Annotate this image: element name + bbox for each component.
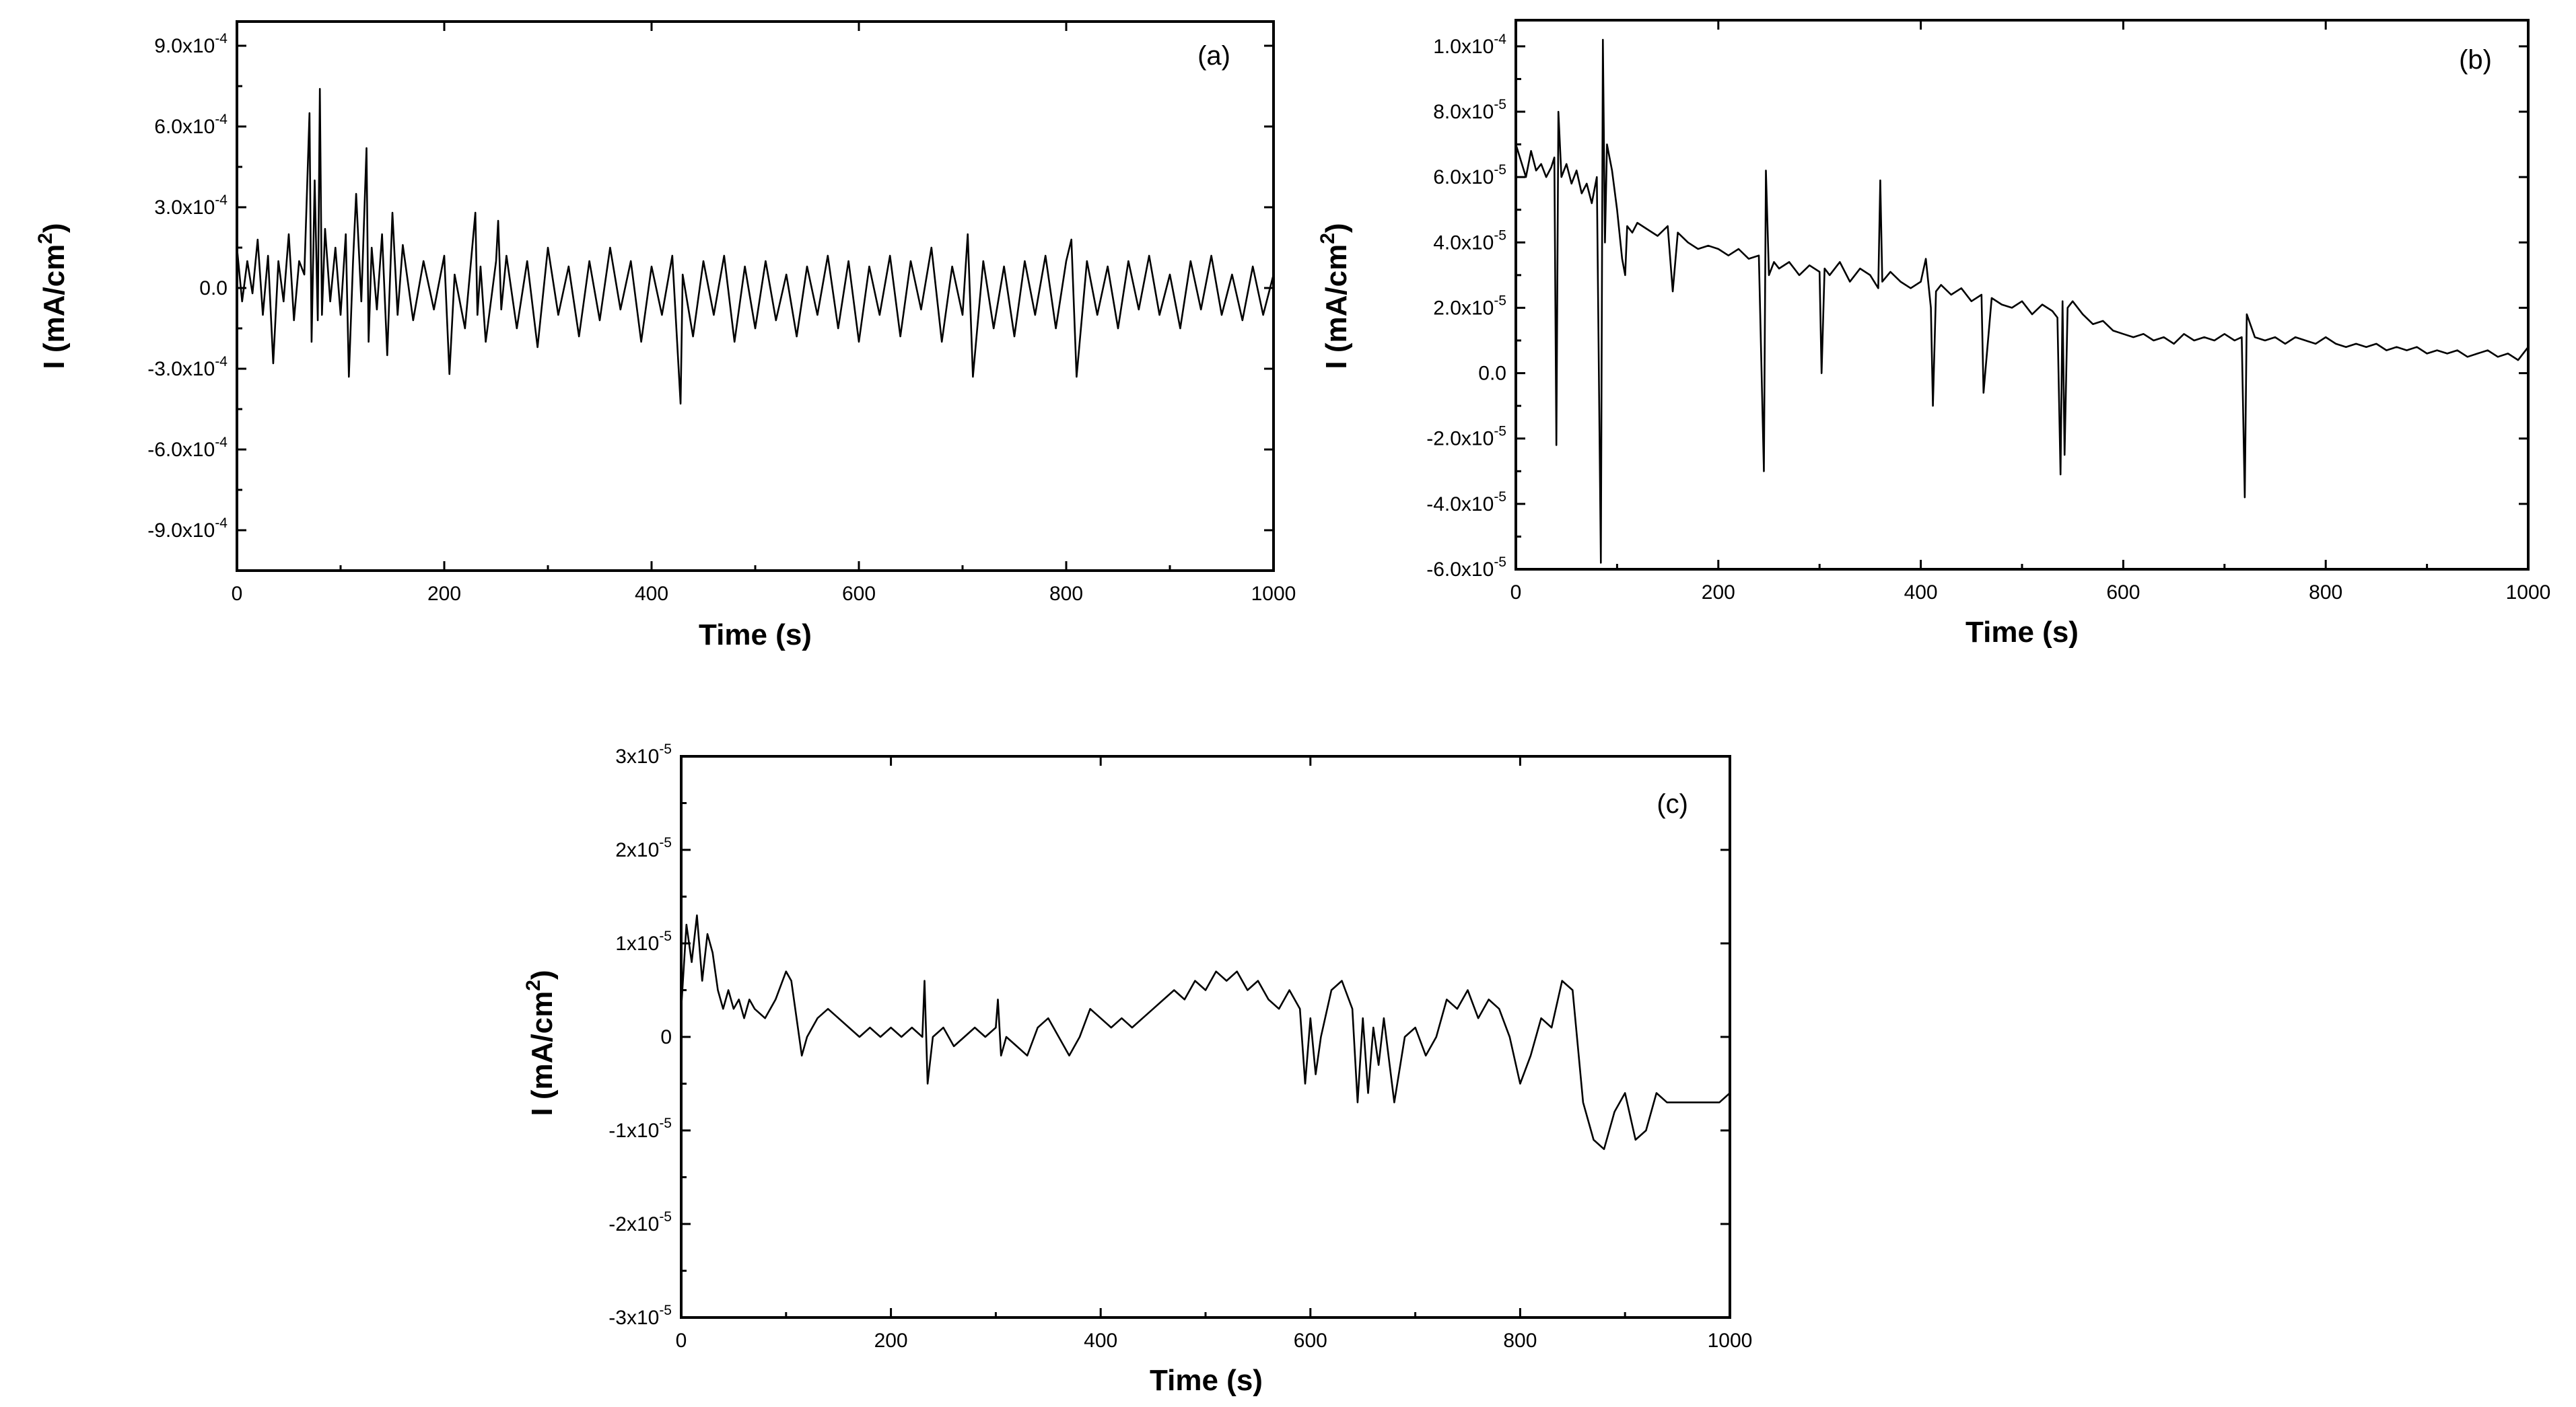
x-tick-label-a: 800 xyxy=(1049,583,1083,605)
x-axis-title-a: Time (s) xyxy=(699,618,812,651)
x-tick-label-a: 1000 xyxy=(1251,583,1296,605)
y-axis-title-close-c: ) xyxy=(526,970,559,980)
y-tick-label-b: 6.0x10-5 xyxy=(1433,162,1506,188)
y-tick-label-c: 1x10-5 xyxy=(615,929,672,955)
x-tick-label-c: 600 xyxy=(1294,1330,1327,1352)
x-tick-labels-c: 0 200 400 600 800 1000 xyxy=(676,1330,1753,1352)
y-tick-label-c: 2x10-5 xyxy=(615,835,672,861)
y-tick-label-a: 3.0x10-4 xyxy=(154,192,228,219)
y-tick-label-a: 0.0 xyxy=(199,277,228,299)
y-axis-title-superscript-c: 2 xyxy=(522,980,545,991)
x-tick-label-c: 0 xyxy=(676,1330,687,1352)
plot-frame-b xyxy=(1515,19,2530,571)
y-axis-title-text-b: I (mA/cm xyxy=(1320,244,1353,369)
x-tick-labels-b: 0 200 400 600 800 1000 xyxy=(1510,581,2551,604)
y-tick-label-b: 8.0x10-5 xyxy=(1433,97,1506,123)
x-tick-label-a: 200 xyxy=(427,583,461,605)
x-tick-label-c: 1000 xyxy=(1708,1330,1753,1352)
y-tick-label-b: 1.0x10-4 xyxy=(1433,32,1506,58)
x-tick-label-a: 600 xyxy=(842,583,876,605)
y-axis-title-close-a: ) xyxy=(38,223,71,233)
x-tick-label-a: 400 xyxy=(635,583,668,605)
current-trace-c xyxy=(680,914,1731,1151)
x-tick-label-b: 400 xyxy=(1904,581,1938,604)
current-trace-b xyxy=(1515,38,2530,564)
y-tick-label-b: 0.0 xyxy=(1478,363,1506,385)
y-tick-label-c: 0 xyxy=(660,1026,672,1048)
y-tick-label-a: -9.0x10-4 xyxy=(147,515,228,542)
y-axis-title-c: I (mA/cm2) xyxy=(522,970,559,1116)
x-tick-label-b: 600 xyxy=(2106,581,2140,604)
x-tick-label-c: 400 xyxy=(1084,1330,1117,1352)
y-tick-label-b: 4.0x10-5 xyxy=(1433,227,1506,254)
y-axis-title-superscript-b: 2 xyxy=(1317,233,1339,244)
axis-ticks-c xyxy=(680,755,1731,1319)
y-tick-label-a: 6.0x10-4 xyxy=(154,112,228,138)
y-tick-label-b: -2.0x10-5 xyxy=(1426,424,1506,450)
y-tick-label-b: 2.0x10-5 xyxy=(1433,293,1506,319)
current-trace-a xyxy=(236,87,1275,405)
x-tick-label-b: 800 xyxy=(2309,581,2342,604)
y-axis-title-a: I (mA/cm2) xyxy=(34,223,71,369)
y-axis-title-b: I (mA/cm2) xyxy=(1317,223,1353,369)
y-tick-label-a: -3.0x10-4 xyxy=(147,354,228,380)
y-tick-labels-c: -3x10-5 -2x10-5 -1x10-5 0 1x10-5 2x10-5 3x10-5 xyxy=(608,742,672,1329)
y-tick-label-c: 3x10-5 xyxy=(615,742,672,768)
x-tick-label-b: 200 xyxy=(1702,581,1735,604)
x-tick-labels-a: 0 200 400 600 800 1000 xyxy=(232,583,1296,605)
x-tick-label-b: 0 xyxy=(1510,581,1522,604)
x-tick-label-c: 200 xyxy=(874,1330,908,1352)
y-tick-label-c: -1x10-5 xyxy=(608,1116,672,1142)
panel-label-c: (c) xyxy=(1657,789,1688,819)
chart-panel-c: -3x10-5 -2x10-5 -1x10-5 0 1x10-5 2x10-5 3x10-5… xyxy=(522,742,1752,1397)
y-axis-title-text-a: I (mA/cm xyxy=(38,244,71,369)
axis-ticks-b xyxy=(1515,20,2530,571)
y-tick-label-c: -3x10-5 xyxy=(608,1303,672,1329)
y-tick-label-a: -6.0x10-4 xyxy=(147,435,228,461)
x-tick-label-a: 0 xyxy=(232,583,243,605)
y-axis-title-text-c: I (mA/cm xyxy=(526,991,559,1116)
plot-frame-a xyxy=(236,20,1275,572)
chart-panel-a: -9.0x10-4 -6.0x10-4 -3.0x10-4 0.0 3.0x10-4 6.… xyxy=(34,20,1296,651)
x-axis-title-c: Time (s) xyxy=(1150,1364,1263,1397)
x-axis-title-b: Time (s) xyxy=(1965,616,2079,649)
plot-frame-c xyxy=(680,755,1731,1319)
x-tick-label-c: 800 xyxy=(1503,1330,1537,1352)
panel-label-a: (a) xyxy=(1197,41,1230,71)
y-tick-label-b: -6.0x10-5 xyxy=(1426,554,1506,581)
y-tick-labels-a: -9.0x10-4 -6.0x10-4 -3.0x10-4 0.0 3.0x10-4 6.… xyxy=(147,31,228,542)
y-axis-title-close-b: ) xyxy=(1320,223,1353,233)
chart-panel-b: -6.0x10-5 -4.0x10-5 -2.0x10-5 0.0 2.0x10-5 4.… xyxy=(1317,19,2551,649)
y-tick-label-b: -4.0x10-5 xyxy=(1426,489,1506,515)
x-tick-label-b: 1000 xyxy=(2506,581,2551,604)
y-tick-label-a: 9.0x10-4 xyxy=(154,31,228,57)
y-tick-label-c: -2x10-5 xyxy=(608,1209,672,1235)
y-tick-labels-b: -6.0x10-5 -4.0x10-5 -2.0x10-5 0.0 2.0x10-5 4.… xyxy=(1426,32,1506,581)
y-axis-title-superscript-a: 2 xyxy=(34,233,57,244)
axis-ticks-a xyxy=(236,22,1275,571)
panel-label-b: (b) xyxy=(2459,45,2492,75)
